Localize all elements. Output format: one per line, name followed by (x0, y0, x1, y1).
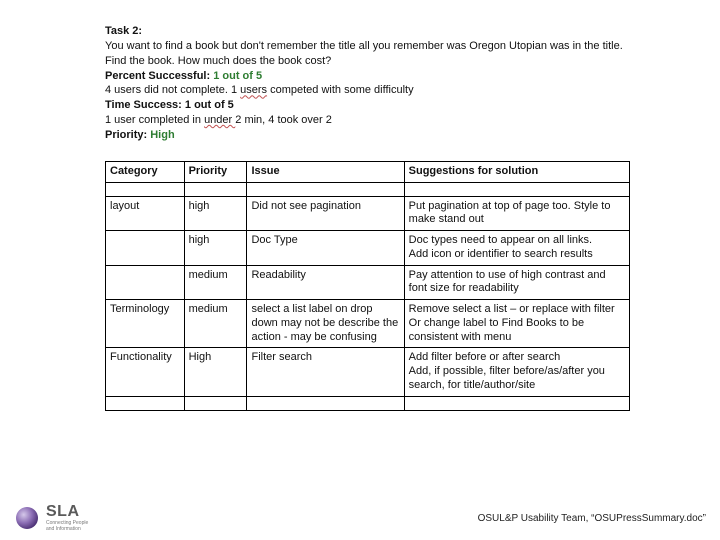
table-row: layout high Did not see pagination Put p… (106, 196, 630, 231)
cell-solution: Put pagination at top of page too. Style… (404, 196, 629, 231)
table-row (106, 182, 630, 196)
th-solution: Suggestions for solution (404, 161, 629, 182)
cell-priority: high (184, 231, 247, 266)
cell-category (106, 396, 185, 410)
logo-text-block: SLA Connecting People and Information (46, 504, 88, 533)
priority-label: Priority: (105, 129, 150, 141)
cell-category (106, 182, 185, 196)
document-page: Task 2: You want to find a book but don'… (0, 0, 720, 411)
cell-category: layout (106, 196, 185, 231)
priority-value: High (150, 129, 174, 141)
issues-table: Category Priority Issue Suggestions for … (105, 161, 630, 411)
cell-solution (404, 182, 629, 196)
table-row: medium Readability Pay attention to use … (106, 265, 630, 300)
percent-successful-label: Percent Successful: (105, 70, 213, 82)
cell-priority (184, 396, 247, 410)
task-block: Task 2: You want to find a book but don'… (105, 24, 630, 143)
table-header-row: Category Priority Issue Suggestions for … (106, 161, 630, 182)
footer-citation: OSUL&P Usability Team, “OSUPressSummary.… (478, 513, 706, 524)
percent-successful-value: 1 out of 5 (213, 70, 262, 82)
cell-issue: Did not see pagination (247, 196, 404, 231)
cell-issue (247, 182, 404, 196)
cell-solution (404, 396, 629, 410)
cell-issue: select a list label on drop down may not… (247, 300, 404, 348)
completion-text-suffix: competed with some difficulty (267, 84, 414, 96)
cell-category: Terminology (106, 300, 185, 348)
cell-issue (247, 396, 404, 410)
time-text-wavy: under (204, 114, 235, 126)
cell-priority: medium (184, 300, 247, 348)
cell-priority: High (184, 348, 247, 396)
cell-solution: Doc types need to appear on all links.Ad… (404, 231, 629, 266)
table-row (106, 396, 630, 410)
th-category: Category (106, 161, 185, 182)
cell-category (106, 231, 185, 266)
footer-bar: SLA Connecting People and Information OS… (0, 496, 720, 540)
table-row: Functionality High Filter search Add fil… (106, 348, 630, 396)
cell-issue: Readability (247, 265, 404, 300)
completion-text-prefix: 4 users did not complete. 1 (105, 84, 240, 96)
sla-logo: SLA Connecting People and Information (14, 504, 88, 533)
cell-category: Functionality (106, 348, 185, 396)
th-priority: Priority (184, 161, 247, 182)
cell-priority: high (184, 196, 247, 231)
task-heading: Task 2: (105, 25, 142, 37)
cell-solution: Add filter before or after searchAdd, if… (404, 348, 629, 396)
table-row: Terminology medium select a list label o… (106, 300, 630, 348)
cell-priority (184, 182, 247, 196)
th-issue: Issue (247, 161, 404, 182)
time-success-label: Time Success: 1 out of 5 (105, 99, 234, 111)
cell-solution: Remove select a list – or replace with f… (404, 300, 629, 348)
table-row: high Doc Type Doc types need to appear o… (106, 231, 630, 266)
cell-priority: medium (184, 265, 247, 300)
globe-icon (14, 505, 40, 531)
logo-wordmark: SLA (46, 504, 88, 520)
time-text-suffix: 2 min, 4 took over 2 (235, 114, 332, 126)
cell-category (106, 265, 185, 300)
logo-tagline-2: and Information (46, 527, 88, 533)
cell-solution: Pay attention to use of high contrast an… (404, 265, 629, 300)
cell-issue: Filter search (247, 348, 404, 396)
time-text-prefix: 1 user completed in (105, 114, 204, 126)
task-body: You want to find a book but don't rememb… (105, 39, 630, 69)
cell-issue: Doc Type (247, 231, 404, 266)
completion-text-wavy: users (240, 84, 267, 96)
